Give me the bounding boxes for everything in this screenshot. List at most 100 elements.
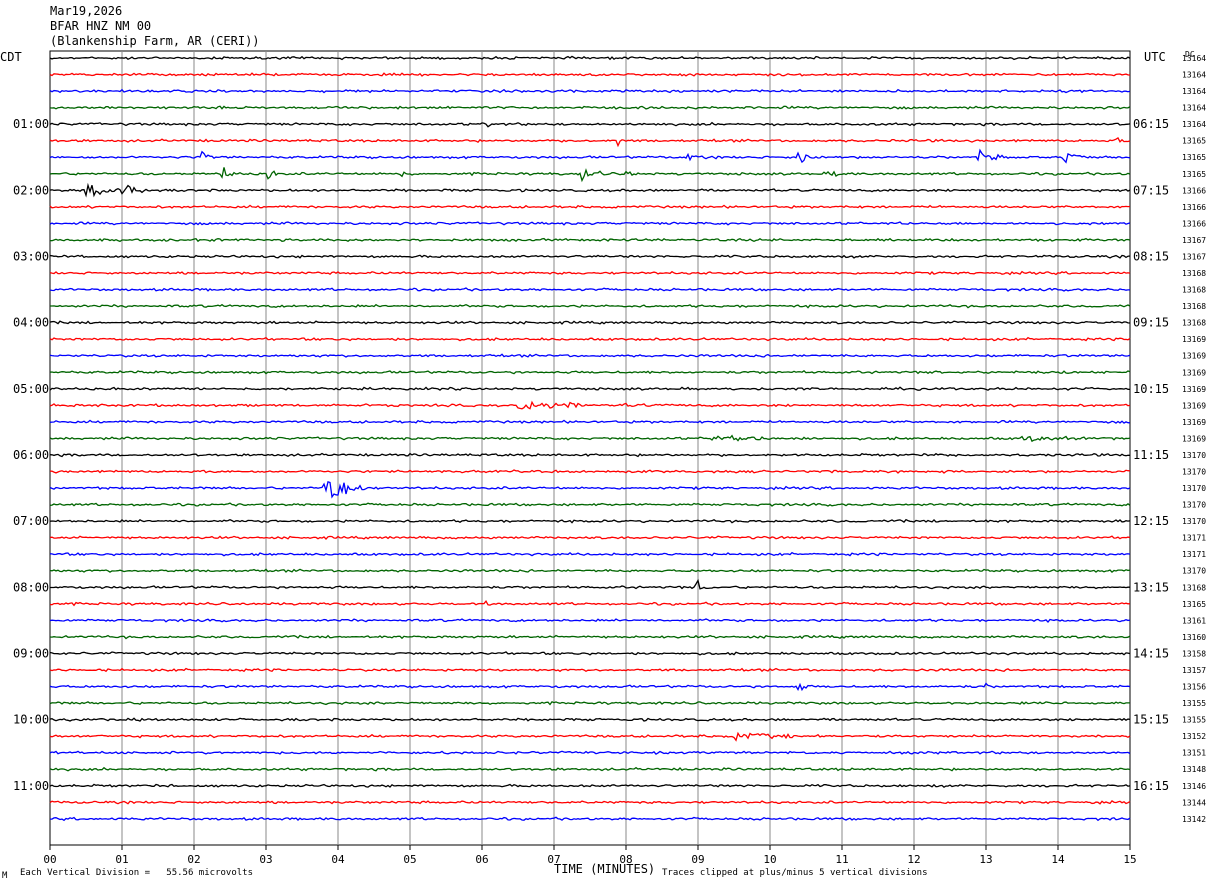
x-tick-label: 13 (979, 853, 992, 866)
dc-offset-label: 13169 (1182, 352, 1206, 361)
seismic-trace (49, 469, 1131, 474)
seismic-trace (49, 55, 1131, 61)
right-hour-label: 15:15 (1133, 713, 1169, 727)
right-hour-label: 06:15 (1133, 117, 1169, 131)
dc-offset-label: 13164 (1182, 71, 1206, 80)
dc-offset-label: 13166 (1182, 219, 1206, 228)
dc-offset-label: 13170 (1182, 468, 1206, 477)
x-tick-label: 10 (763, 853, 776, 866)
seismic-trace (49, 766, 1131, 772)
dc-offset-label: 13164 (1182, 54, 1206, 63)
dc-offset-label: 13171 (1182, 534, 1206, 543)
dc-offset-label: 13164 (1182, 104, 1206, 113)
seismic-trace (49, 353, 1131, 358)
dc-offset-label: 13165 (1182, 170, 1206, 179)
left-hour-label: 02:00 (13, 183, 49, 197)
seismic-trace (49, 182, 1131, 198)
seismic-trace (49, 618, 1131, 623)
x-tick-label: 02 (187, 853, 200, 866)
x-tick-label: 03 (259, 853, 272, 866)
dc-offset-label: 13170 (1182, 567, 1206, 576)
dc-offset-label: 13164 (1182, 120, 1206, 129)
seismic-trace (49, 434, 1131, 443)
seismic-trace (49, 221, 1131, 226)
left-hour-label: 04:00 (13, 316, 49, 330)
dc-offset-label: 13169 (1182, 434, 1206, 443)
left-timezone-label: CDT (0, 50, 22, 64)
seismic-trace (49, 167, 1131, 183)
dc-offset-label: 13165 (1182, 153, 1206, 162)
dc-label: DC (1185, 50, 1195, 59)
dc-offset-label: 13169 (1182, 385, 1206, 394)
seismic-trace (49, 502, 1131, 507)
seismic-trace (49, 336, 1131, 342)
right-timezone-label: UTC (1144, 50, 1166, 64)
dc-offset-label: 13168 (1182, 319, 1206, 328)
left-hour-label: 01:00 (13, 117, 49, 131)
dc-offset-label: 13167 (1182, 252, 1206, 261)
seismic-trace (49, 419, 1131, 425)
dc-offset-label: 13152 (1182, 732, 1206, 741)
seismic-trace (49, 634, 1131, 640)
dc-offset-label: 13161 (1182, 616, 1206, 625)
right-hour-label: 11:15 (1133, 448, 1169, 462)
left-hour-label: 09:00 (13, 646, 49, 660)
clip-note: Traces clipped at plus/minus 5 vertical … (662, 868, 928, 878)
right-hour-label: 08:15 (1133, 249, 1169, 263)
plot-frame (49, 50, 1131, 846)
station-location: (Blankenship Farm, AR (CERI)) (50, 34, 260, 48)
left-hour-label: 06:00 (13, 448, 49, 462)
x-tick-label: 05 (403, 853, 416, 866)
seismic-trace (49, 254, 1131, 259)
dc-offset-label: 13151 (1182, 749, 1206, 758)
seismic-trace (49, 400, 1131, 410)
dc-offset-label: 13158 (1182, 649, 1206, 658)
right-hour-label: 12:15 (1133, 514, 1169, 528)
left-hour-label: 05:00 (13, 382, 49, 396)
right-hour-label: 16:15 (1133, 779, 1169, 793)
dc-offset-label: 13165 (1182, 137, 1206, 146)
seismic-trace (49, 105, 1131, 110)
left-hour-label: 03:00 (13, 249, 49, 263)
plot-date: Mar19,2026 (50, 4, 123, 18)
dc-offset-label: 13148 (1182, 765, 1206, 774)
seismic-trace (49, 204, 1131, 210)
dc-offset-label: 13170 (1182, 501, 1206, 510)
x-tick-label: 12 (907, 853, 920, 866)
dc-offset-label: 13164 (1182, 87, 1206, 96)
dc-offset-label: 13160 (1182, 633, 1206, 642)
seismic-trace (49, 568, 1131, 573)
x-tick-label: 14 (1051, 853, 1065, 866)
seismic-trace (49, 148, 1131, 164)
seismic-trace (49, 682, 1131, 692)
dc-offset-label: 13155 (1182, 716, 1206, 725)
x-tick-label: 01 (115, 853, 128, 866)
dc-offset-label: 13155 (1182, 699, 1206, 708)
x-tick-label: 11 (835, 853, 848, 866)
dc-offset-label: 13170 (1182, 484, 1206, 493)
x-tick-label: 04 (331, 853, 345, 866)
left-hour-label: 07:00 (13, 514, 49, 528)
seismic-trace (49, 480, 1131, 499)
seismic-trace (50, 303, 1131, 309)
seismic-trace (49, 717, 1131, 722)
dc-offset-label: 13171 (1182, 550, 1206, 559)
dc-offset-label: 13165 (1182, 600, 1206, 609)
seismic-trace (49, 731, 1131, 742)
left-hour-label: 08:00 (13, 580, 49, 594)
dc-offset-label: 13166 (1182, 186, 1206, 195)
seismic-trace (49, 667, 1131, 673)
dc-offset-label: 13156 (1182, 683, 1206, 692)
seismic-trace (49, 237, 1131, 243)
dc-offset-label: 13168 (1182, 269, 1206, 278)
station-code: BFAR HNZ NM 00 (50, 19, 152, 33)
x-tick-label: 09 (691, 853, 704, 866)
dc-offset-label: 13167 (1182, 236, 1206, 245)
seismic-trace (49, 700, 1130, 706)
scale-note: Each Vertical Division = 55.56 microvolt… (20, 868, 253, 878)
seismic-trace (49, 750, 1131, 756)
seismic-trace (49, 287, 1130, 292)
dc-offset-label: 13146 (1182, 782, 1206, 791)
x-tick-label: 07 (547, 853, 560, 866)
seismic-trace (49, 535, 1131, 540)
